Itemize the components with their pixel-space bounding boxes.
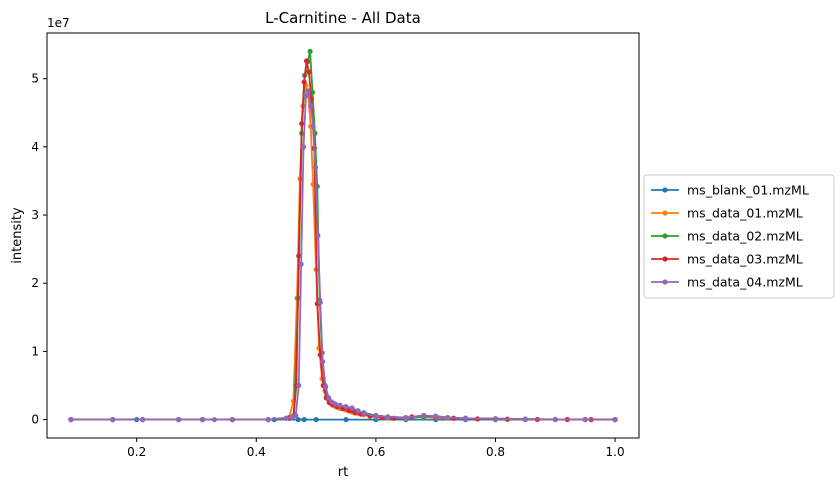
data-point xyxy=(552,416,558,423)
legend-label: ms_blank_01.mzML xyxy=(687,183,809,198)
data-point xyxy=(337,402,343,408)
data-point xyxy=(305,88,311,94)
data-point xyxy=(612,416,618,423)
data-point xyxy=(229,416,235,423)
data-point xyxy=(298,261,304,267)
data-point xyxy=(301,79,307,85)
legend: ms_blank_01.mzML ms_data_01.mzML ms_data_0… xyxy=(643,174,835,299)
x-tick-label: 0.4 xyxy=(247,445,266,459)
plot-area xyxy=(47,33,639,438)
data-point xyxy=(433,413,439,419)
data-point xyxy=(303,58,310,64)
legend-frame xyxy=(643,174,835,299)
data-point xyxy=(211,416,218,423)
series-4 xyxy=(68,88,618,423)
data-point xyxy=(283,415,289,421)
data-point xyxy=(299,121,305,127)
x-tick-label: 0.6 xyxy=(366,445,385,459)
data-point xyxy=(308,103,314,109)
chart-title: L-Carnitine - All Data xyxy=(265,9,421,27)
data-point xyxy=(522,416,528,422)
y-axis-label: intensity xyxy=(10,207,25,264)
legend-marker xyxy=(662,210,668,216)
data-point xyxy=(315,232,321,239)
data-point xyxy=(343,416,349,423)
data-point xyxy=(403,414,409,421)
data-point xyxy=(492,416,499,422)
data-point xyxy=(421,412,427,419)
legend-marker xyxy=(662,256,668,262)
plot-frame xyxy=(46,32,640,439)
data-point xyxy=(385,414,391,420)
y-tick-label: 4 xyxy=(31,140,39,154)
data-point xyxy=(300,144,307,150)
x-tick-label: 1.0 xyxy=(606,445,625,459)
data-point xyxy=(320,359,326,365)
data-point xyxy=(343,404,349,410)
data-point xyxy=(265,416,271,423)
data-point xyxy=(373,413,379,419)
x-axis-ticks: 0.2 0.4 0.6 0.8 1.0 xyxy=(127,438,625,459)
data-point xyxy=(110,416,116,423)
legend-label: ms_data_02.mzML xyxy=(687,229,803,244)
data-point xyxy=(361,410,367,417)
data-point xyxy=(68,416,74,423)
y-tick-label: 0 xyxy=(31,413,39,427)
y-tick-label: 3 xyxy=(31,208,39,222)
legend-marker xyxy=(662,279,668,285)
x-axis-label: rt xyxy=(338,465,348,480)
legend-marker xyxy=(662,187,668,193)
series-layer xyxy=(68,48,618,423)
data-point xyxy=(445,414,451,421)
data-point xyxy=(462,415,469,421)
y-tick-label: 5 xyxy=(31,72,39,86)
data-point xyxy=(307,48,313,55)
data-point xyxy=(310,123,316,130)
data-point xyxy=(313,416,319,423)
data-point xyxy=(312,164,319,170)
legend-label: ms_data_01.mzML xyxy=(687,206,803,221)
data-point xyxy=(349,405,355,411)
data-point xyxy=(296,382,302,389)
data-point xyxy=(301,416,307,423)
data-point xyxy=(323,384,329,390)
legend-label: ms_data_04.mzML xyxy=(687,275,803,290)
data-point xyxy=(295,416,301,423)
data-point xyxy=(303,93,309,99)
y-tick-label: 1 xyxy=(31,344,39,358)
x-tick-label: 0.8 xyxy=(486,445,505,459)
legend-item: ms_blank_01.mzML xyxy=(651,183,809,198)
legend-item: ms_data_02.mzML xyxy=(651,229,803,244)
y-axis-ticks: 0 1 2 3 4 5 xyxy=(31,72,47,427)
data-point xyxy=(582,416,588,423)
legend-item: ms_data_01.mzML xyxy=(651,206,803,221)
data-point xyxy=(306,69,312,75)
data-point xyxy=(199,416,206,423)
data-point xyxy=(296,253,302,259)
y-tick-label: 2 xyxy=(31,276,39,290)
legend-item: ms_data_03.mzML xyxy=(651,252,803,267)
legend-item: ms_data_04.mzML xyxy=(651,275,803,290)
data-point xyxy=(175,416,182,423)
legend-label: ms_data_03.mzML xyxy=(687,252,803,267)
y-axis-multiplier: 1e7 xyxy=(47,16,70,30)
data-point xyxy=(140,416,146,423)
data-point xyxy=(355,408,361,414)
x-tick-label: 0.2 xyxy=(127,445,146,459)
data-point xyxy=(326,395,332,401)
data-point xyxy=(317,299,323,305)
data-point xyxy=(332,401,338,407)
legend-marker xyxy=(662,233,668,239)
data-point xyxy=(293,412,299,419)
